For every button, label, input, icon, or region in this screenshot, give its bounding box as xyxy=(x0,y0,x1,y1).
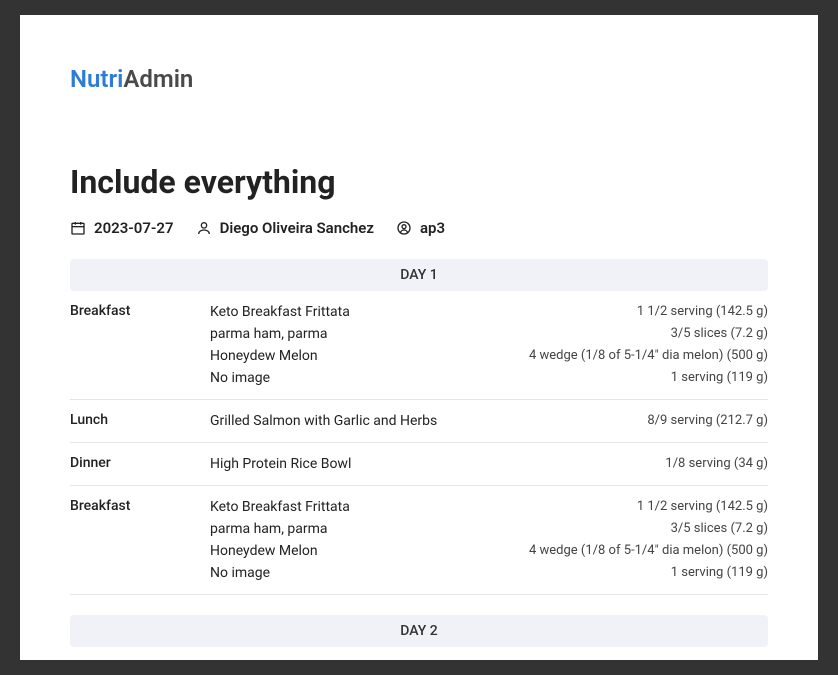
calendar-icon xyxy=(70,220,86,236)
meal-items: Keto Breakfast Frittata 1 1/2 serving (14… xyxy=(210,301,768,389)
food-name: High Protein Rice Bowl xyxy=(210,456,351,472)
meal-items: Keto Breakfast Frittata 1 1/2 serving (14… xyxy=(210,496,768,584)
page-content: NutriAdmin Include everything 2023-07-27… xyxy=(20,15,818,647)
meal-name: Lunch xyxy=(70,410,210,432)
food-name: Grilled Salmon with Garlic and Herbs xyxy=(210,413,437,429)
food-name: No image xyxy=(210,370,270,386)
food-name: parma ham, parma xyxy=(210,521,328,537)
meal-name: Breakfast xyxy=(70,496,210,584)
meta-patient-value: ap3 xyxy=(420,219,445,237)
meal-section: DinnerHigh Protein Rice Bowl 1/8 serving … xyxy=(70,443,768,486)
food-name: No image xyxy=(210,565,270,581)
food-portion: 4 wedge (1/8 of 5-1/4" dia melon) (500 g… xyxy=(529,348,768,363)
logo-primary: Nutri xyxy=(70,65,123,93)
meal-item-row: High Protein Rice Bowl 1/8 serving (34 g) xyxy=(210,453,768,475)
meal-item-row: No image 1 serving (119 g) xyxy=(210,367,768,389)
meal-name: Breakfast xyxy=(70,301,210,389)
days-container: DAY 1BreakfastKeto Breakfast Frittata1 1… xyxy=(70,259,768,647)
logo: NutriAdmin xyxy=(70,65,768,93)
meal-item-row: Keto Breakfast Frittata 1 1/2 serving (14… xyxy=(210,301,768,323)
day-header: DAY 2 xyxy=(70,615,768,647)
meal-section: LunchGrilled Salmon with Garlic and Herb… xyxy=(70,400,768,443)
food-portion: 4 wedge (1/8 of 5-1/4" dia melon) (500 g… xyxy=(529,543,768,558)
meals-table: BreakfastKeto Breakfast Frittata1 1/2 se… xyxy=(70,291,768,595)
meta-date: 2023-07-27 xyxy=(70,219,174,237)
meal-name: Dinner xyxy=(70,453,210,475)
meal-item-row: Grilled Salmon with Garlic and Herbs 8/9 … xyxy=(210,410,768,432)
meal-item-row: Keto Breakfast Frittata 1 1/2 serving (14… xyxy=(210,496,768,518)
meal-items: Grilled Salmon with Garlic and Herbs 8/9 … xyxy=(210,410,768,432)
meal-section: BreakfastKeto Breakfast Frittata 1 1/2 se… xyxy=(70,291,768,400)
food-name: Honeydew Melon xyxy=(210,348,318,364)
food-portion: 3/5 slices (7.2 g) xyxy=(671,326,768,341)
user-circle-icon xyxy=(396,220,412,236)
food-name: parma ham, parma xyxy=(210,326,328,342)
person-icon xyxy=(196,220,212,236)
meal-item-row: parma ham, parma 3/5 slices (7.2 g) xyxy=(210,518,768,540)
food-portion: 1 serving (119 g) xyxy=(671,565,768,580)
food-portion: 1/8 serving (34 g) xyxy=(665,456,768,471)
meal-items: High Protein Rice Bowl 1/8 serving (34 g) xyxy=(210,453,768,475)
meta-author: Diego Oliveira Sanchez xyxy=(196,219,374,237)
meta-row: 2023-07-27 Diego Oliveira Sanchez ap3 xyxy=(70,219,768,237)
meal-item-row: parma ham, parma 3/5 slices (7.2 g) xyxy=(210,323,768,345)
food-portion: 1 serving (119 g) xyxy=(671,370,768,385)
day-gap xyxy=(70,595,768,615)
food-name: Honeydew Melon xyxy=(210,543,318,559)
meta-date-value: 2023-07-27 xyxy=(94,219,174,237)
document-page: NutriAdmin Include everything 2023-07-27… xyxy=(20,15,818,660)
food-name: Keto Breakfast Frittata xyxy=(210,304,350,320)
meal-item-row: Honeydew Melon 4 wedge (1/8 of 5-1/4" dia… xyxy=(210,540,768,562)
meal-section: BreakfastKeto Breakfast Frittata 1 1/2 se… xyxy=(70,486,768,595)
meta-author-value: Diego Oliveira Sanchez xyxy=(220,219,374,237)
meal-item-row: No image 1 serving (119 g) xyxy=(210,562,768,584)
logo-secondary: Admin xyxy=(123,65,193,93)
food-name: Keto Breakfast Frittata xyxy=(210,499,350,515)
meal-item-row: Honeydew Melon 4 wedge (1/8 of 5-1/4" dia… xyxy=(210,345,768,367)
meta-patient: ap3 xyxy=(396,219,445,237)
food-portion: 1 1/2 serving (142.5 g) xyxy=(637,499,768,514)
food-portion: 8/9 serving (212.7 g) xyxy=(647,413,768,428)
food-portion: 3/5 slices (7.2 g) xyxy=(671,521,768,536)
food-portion: 1 1/2 serving (142.5 g) xyxy=(637,304,768,319)
page-title: Include everything xyxy=(70,163,768,201)
day-header: DAY 1 xyxy=(70,259,768,291)
